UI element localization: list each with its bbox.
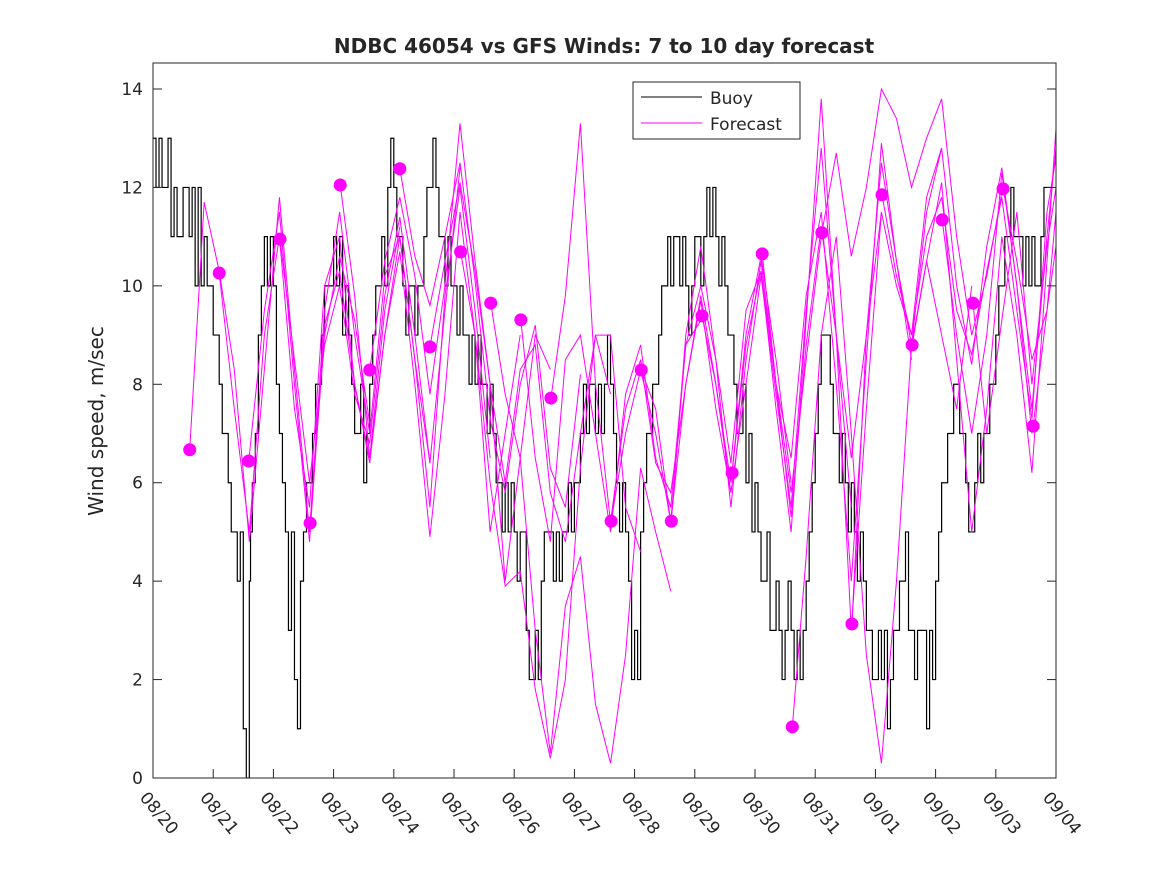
forecast-start-point [242, 454, 256, 468]
forecast-line [881, 157, 1056, 419]
y-axis-label: Wind speed, m/sec [84, 326, 108, 516]
forecast-start-point [634, 363, 648, 377]
forecast-line [279, 167, 461, 483]
forecast-start-point [454, 245, 468, 259]
forecast-start-point [845, 617, 859, 631]
forecast-line [701, 148, 882, 631]
y-tick-label: 8 [132, 375, 143, 395]
x-tick-label: 08/23 [316, 788, 363, 838]
forecast-line [911, 128, 1056, 532]
forecast-start-point [695, 309, 709, 323]
forecast-start-point [423, 340, 437, 354]
x-tick-label: 08/22 [256, 788, 303, 838]
forecast-line [1002, 188, 1056, 360]
legend-box [632, 81, 801, 140]
forecast-start-point [484, 296, 498, 310]
forecast-start-point [363, 363, 377, 377]
buoy-series [153, 137, 1050, 778]
chart-title: NDBC 46054 vs GFS Winds: 7 to 10 day for… [334, 34, 875, 58]
forecast-start-point [544, 391, 558, 405]
y-tick-label: 4 [132, 572, 143, 592]
forecast-line [851, 147, 1033, 624]
forecast-start-point [785, 720, 799, 734]
axes-frame [152, 62, 1057, 779]
x-tick-label: 09/03 [978, 788, 1025, 838]
x-tick-label: 09/01 [858, 788, 905, 838]
forecast-start-point [273, 232, 287, 246]
forecast-line [399, 162, 581, 508]
y-tick-label: 2 [132, 671, 143, 691]
forecast-start-point [966, 296, 980, 310]
x-tick-label: 08/28 [617, 788, 664, 838]
x-tick-label: 08/20 [135, 788, 182, 838]
x-tick-label: 09/04 [1038, 788, 1085, 838]
forecast-start-point [183, 443, 197, 457]
forecast-start-point [514, 313, 528, 327]
forecast-start-point [1026, 419, 1040, 433]
x-tick-label: 08/21 [195, 788, 242, 838]
x-tick-label: 09/02 [918, 788, 965, 838]
forecast-line [339, 184, 521, 537]
forecast-start-point [212, 266, 226, 280]
y-tick-label: 10 [121, 277, 143, 297]
forecast-line [791, 236, 973, 764]
forecast-line [972, 187, 1056, 434]
forecast-line [309, 187, 491, 524]
forecast-line [821, 87, 1003, 336]
x-tick-label: 08/31 [797, 788, 844, 838]
y-tick-label: 0 [132, 769, 143, 789]
legend: Buoy Forecast [632, 81, 801, 140]
forecast-line [490, 303, 672, 764]
forecast-start-point [333, 178, 347, 192]
y-tick-label: 6 [132, 474, 143, 494]
forecast-start-point [664, 514, 678, 528]
forecast-line [1032, 211, 1056, 427]
forecast-line [731, 143, 913, 582]
y-tick-label: 12 [121, 178, 143, 198]
forecast-start-point [755, 247, 769, 261]
forecast-start-point [725, 466, 739, 480]
forecast-start-point [393, 162, 407, 176]
forecast-start-point [935, 213, 949, 227]
forecast-start-point [905, 338, 919, 352]
forecast-line [429, 182, 612, 542]
x-tick-label: 08/27 [557, 788, 604, 838]
forecast-line [520, 319, 702, 542]
forecast-start-point [875, 188, 889, 202]
x-tick-label: 08/25 [436, 788, 483, 838]
legend-forecast-label: Forecast [710, 115, 782, 135]
x-tick-label: 08/26 [496, 788, 543, 838]
x-tick-label: 08/29 [677, 788, 724, 838]
forecast-start-point [815, 226, 829, 240]
forecast-start-point [303, 516, 317, 530]
buoy-line [153, 137, 1050, 778]
forecast-line [550, 123, 732, 523]
y-tick-label: 14 [121, 80, 143, 100]
forecast-line [460, 251, 642, 759]
forecast-start-point [996, 182, 1010, 196]
plot-area [153, 87, 1056, 778]
legend-buoy-label: Buoy [710, 89, 753, 109]
x-tick-label: 08/30 [737, 788, 784, 838]
x-tick-label: 08/24 [376, 788, 423, 838]
forecast-start-point [604, 514, 618, 528]
forecast-start-points [183, 162, 1040, 734]
